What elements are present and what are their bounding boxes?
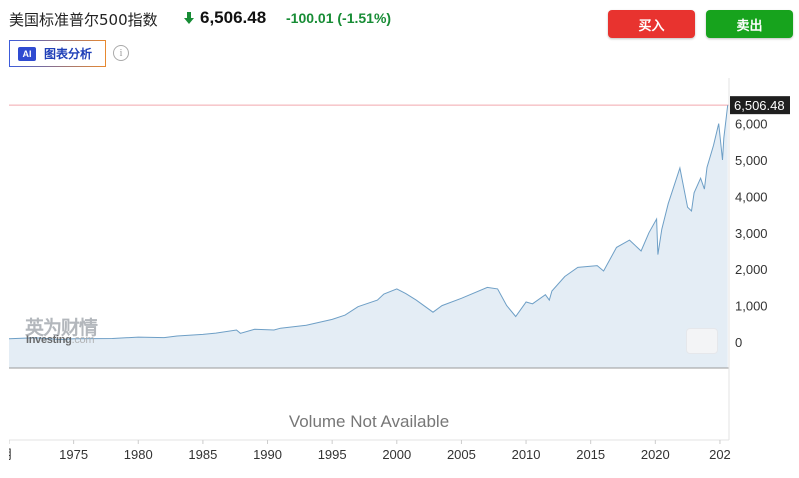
x-tick-label: 1995 bbox=[318, 447, 347, 462]
ai-icon: AI bbox=[18, 46, 36, 61]
watermark-en-main: Investing bbox=[26, 334, 72, 346]
arrow-down-icon bbox=[184, 12, 194, 24]
chart-navigator-button[interactable] bbox=[686, 328, 718, 354]
sell-button[interactable]: 卖出 bbox=[706, 10, 793, 38]
watermark-en-suffix: .com bbox=[71, 334, 95, 346]
volume-not-available: Volume Not Available bbox=[288, 412, 450, 431]
x-tick-label: 月 bbox=[9, 447, 13, 462]
x-tick-label: 2005 bbox=[447, 447, 476, 462]
x-tick-label: 2020 bbox=[641, 447, 670, 462]
ai-chart-analysis-button[interactable]: AI 图表分析 bbox=[9, 40, 106, 67]
x-tick-label: 1985 bbox=[188, 447, 217, 462]
x-tick-label: 1980 bbox=[124, 447, 153, 462]
y-tick-label: 3,000 bbox=[735, 226, 768, 241]
ai-chart-analysis-label: 图表分析 bbox=[44, 47, 93, 61]
last-price: 6,506.48 bbox=[200, 8, 267, 27]
buy-button[interactable]: 买入 bbox=[608, 10, 695, 38]
y-tick-label: 1,000 bbox=[735, 299, 768, 314]
watermark-en: Investing.com bbox=[26, 334, 95, 346]
last-price-tag-label: 6,506.48 bbox=[734, 98, 785, 113]
y-tick-label: 0 bbox=[735, 335, 742, 350]
chart-svg[interactable]: 0 1,000 2,000 3,000 4,000 5,000 6,000 6,506.48 月… bbox=[0, 78, 799, 478]
investing-watermark: 英为财情 Investing.com bbox=[25, 313, 98, 346]
y-tick-label: 2,000 bbox=[735, 262, 768, 277]
quote-header: 美国标准普尔500指数 6,506.48 -100.01 (-1.51%) 买入… bbox=[0, 0, 799, 40]
series-line bbox=[8, 105, 729, 341]
y-tick-label: 6,000 bbox=[735, 117, 768, 132]
price-chart[interactable]: 0 1,000 2,000 3,000 4,000 5,000 6,000 6,506.48 月… bbox=[0, 78, 799, 478]
y-tick-label: 5,000 bbox=[735, 153, 768, 168]
x-tick-label: 1975 bbox=[59, 447, 88, 462]
x-tick-label: 2000 bbox=[382, 447, 411, 462]
watermark-cn: 英为财情 bbox=[25, 317, 98, 339]
series-area bbox=[9, 105, 728, 368]
y-tick-label: 4,000 bbox=[735, 189, 768, 204]
last-price-tag bbox=[730, 96, 790, 115]
x-tick-label: 2015 bbox=[576, 447, 605, 462]
price-change: -100.01 (-1.51%) bbox=[286, 10, 392, 26]
instrument-title: 美国标准普尔500指数 bbox=[9, 11, 158, 29]
x-tick-label: 202 bbox=[709, 447, 731, 462]
info-icon[interactable]: i bbox=[113, 45, 129, 61]
x-tick-label: 2010 bbox=[512, 447, 541, 462]
x-tick-label: 1990 bbox=[253, 447, 282, 462]
